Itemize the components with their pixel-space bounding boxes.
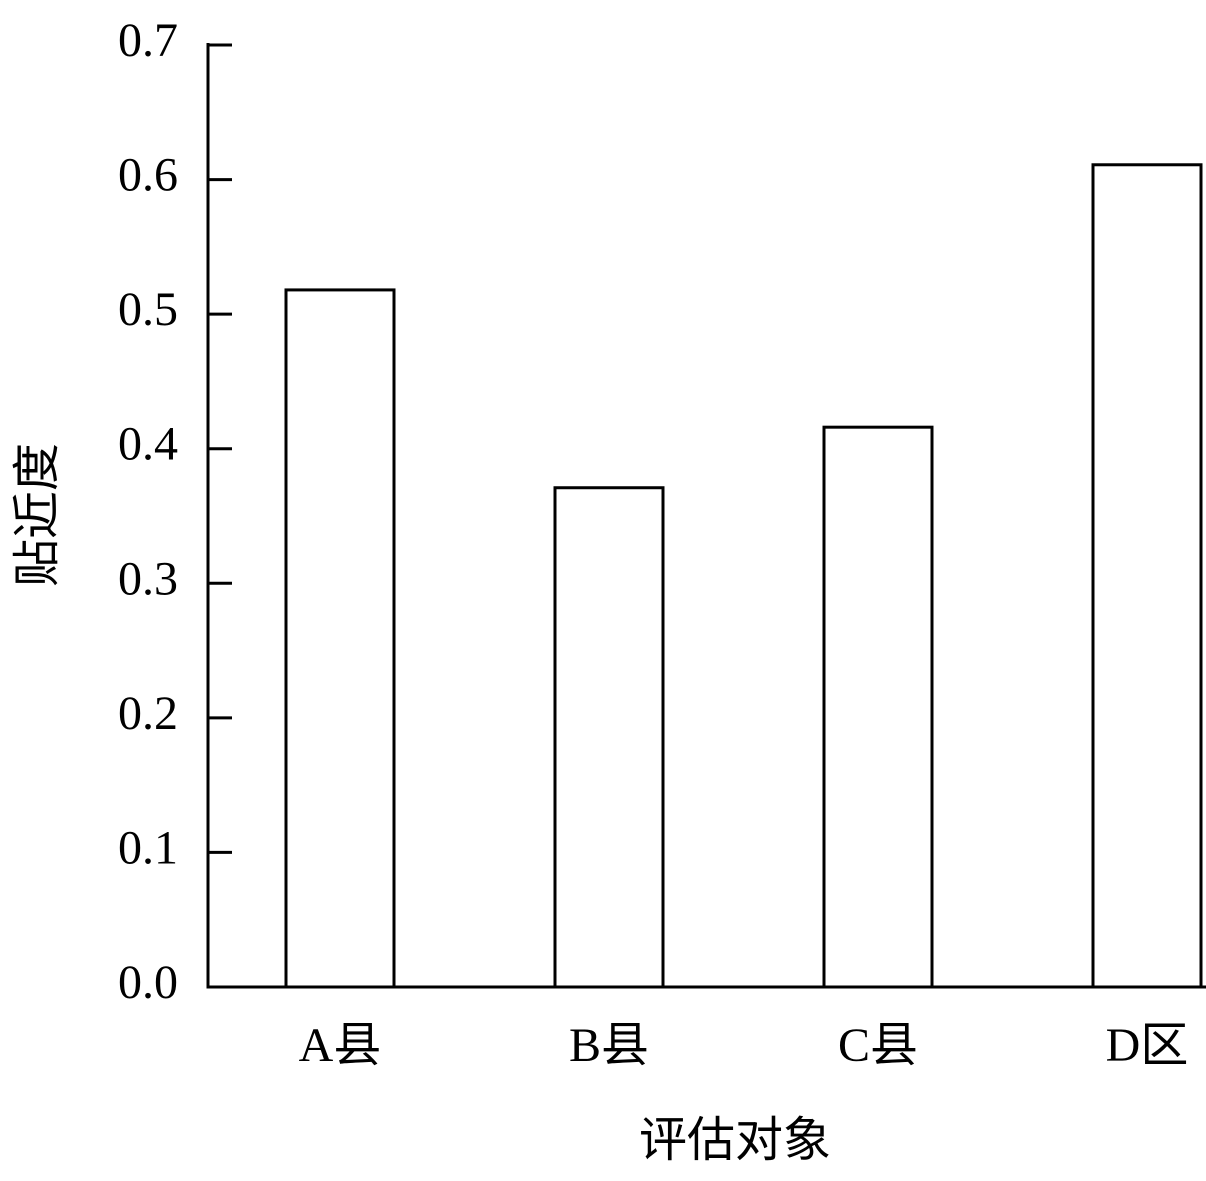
y-tick-label: 0.4 xyxy=(118,418,178,471)
bar xyxy=(822,425,934,989)
x-tick-label: A县 xyxy=(299,1019,382,1072)
x-axis-label: 评估对象 xyxy=(639,1114,831,1167)
y-tick-label: 0.1 xyxy=(118,821,178,874)
x-tick-label: D区 xyxy=(1106,1019,1189,1072)
y-tick-label: 0.5 xyxy=(118,283,178,336)
y-tick-label: 0.0 xyxy=(118,956,178,1009)
y-tick-label: 0.2 xyxy=(118,687,178,740)
y-axis-label: 贴近度 xyxy=(11,443,64,587)
bar xyxy=(553,486,665,989)
y-tick-label: 0.6 xyxy=(118,149,178,202)
x-tick-label: B县 xyxy=(569,1019,649,1072)
y-tick-label: 0.7 xyxy=(118,14,178,67)
bar xyxy=(1091,163,1203,989)
y-tick-label: 0.3 xyxy=(118,552,178,605)
x-tick-label: C县 xyxy=(838,1019,918,1072)
bar xyxy=(284,288,396,989)
